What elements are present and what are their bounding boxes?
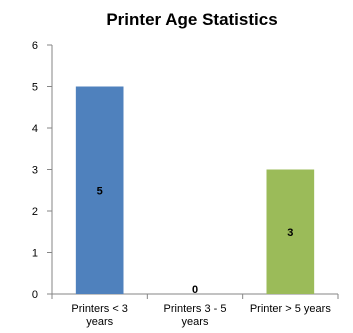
data-labels: 5 0 3 [97, 185, 294, 296]
y-tick-label: 0 [32, 289, 38, 301]
y-axis: 0 1 2 3 4 5 6 [32, 40, 53, 301]
data-label: 3 [287, 227, 293, 239]
y-tick-label: 6 [32, 40, 38, 52]
y-tick-label: 5 [32, 82, 38, 94]
y-tick-label: 4 [32, 123, 38, 135]
y-tick-label: 2 [32, 206, 38, 218]
data-label: 5 [97, 185, 103, 197]
category-label: Printers < 3 [71, 303, 128, 315]
category-label: years [86, 316, 113, 328]
y-tick-label: 3 [32, 165, 38, 177]
category-label: years [182, 316, 209, 328]
y-tick-label: 1 [32, 248, 38, 260]
category-label: Printers 3 - 5 [164, 303, 227, 315]
chart-title: Printer Age Statistics [106, 10, 277, 29]
bar [266, 169, 315, 294]
category-label: Printer > 5 years [250, 303, 332, 315]
bars [75, 86, 315, 294]
data-label: 0 [192, 284, 198, 296]
bar [75, 86, 124, 294]
